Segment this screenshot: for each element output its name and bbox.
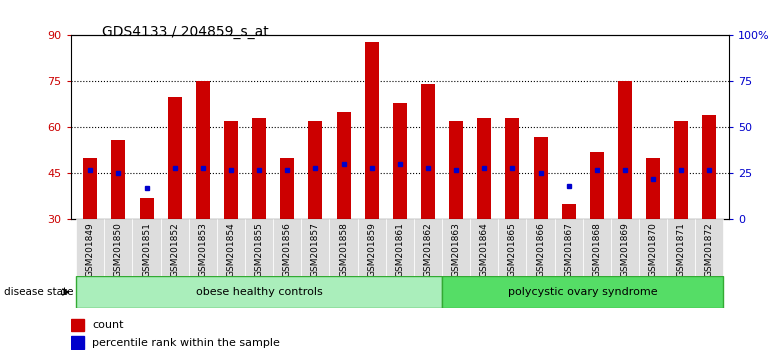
- Text: GSM201861: GSM201861: [395, 222, 405, 277]
- Bar: [477, 118, 492, 219]
- Text: GDS4133 / 204859_s_at: GDS4133 / 204859_s_at: [102, 25, 269, 39]
- Text: GSM201855: GSM201855: [255, 222, 263, 277]
- Bar: [506, 118, 520, 219]
- Text: GSM201854: GSM201854: [227, 222, 235, 277]
- Bar: [527, 219, 554, 276]
- Text: GSM201850: GSM201850: [114, 222, 123, 277]
- Bar: [111, 140, 125, 219]
- Bar: [76, 219, 104, 276]
- Text: GSM201858: GSM201858: [339, 222, 348, 277]
- Bar: [442, 219, 470, 276]
- Bar: [140, 198, 154, 219]
- Bar: [132, 219, 161, 276]
- Bar: [611, 219, 639, 276]
- Bar: [470, 219, 499, 276]
- Bar: [83, 158, 97, 219]
- Bar: [76, 276, 442, 308]
- Text: GSM201867: GSM201867: [564, 222, 573, 277]
- Text: polycystic ovary syndrome: polycystic ovary syndrome: [508, 287, 658, 297]
- Bar: [590, 152, 604, 219]
- Text: GSM201865: GSM201865: [508, 222, 517, 277]
- Bar: [449, 121, 463, 219]
- Text: GSM201859: GSM201859: [367, 222, 376, 277]
- Bar: [667, 219, 695, 276]
- Bar: [308, 121, 322, 219]
- Bar: [71, 319, 85, 331]
- Bar: [280, 158, 294, 219]
- Text: GSM201849: GSM201849: [85, 222, 95, 277]
- Bar: [554, 219, 583, 276]
- Text: disease state: disease state: [4, 287, 74, 297]
- Text: GSM201864: GSM201864: [480, 222, 488, 277]
- Text: GSM201856: GSM201856: [283, 222, 292, 277]
- Bar: [674, 121, 688, 219]
- Bar: [168, 97, 182, 219]
- Text: GSM201872: GSM201872: [705, 222, 714, 277]
- Bar: [393, 103, 407, 219]
- Bar: [196, 81, 210, 219]
- Bar: [583, 219, 611, 276]
- Bar: [273, 219, 301, 276]
- Bar: [358, 219, 386, 276]
- Text: GSM201866: GSM201866: [536, 222, 545, 277]
- Bar: [702, 115, 717, 219]
- Bar: [414, 219, 442, 276]
- Text: GSM201870: GSM201870: [648, 222, 658, 277]
- Text: GSM201852: GSM201852: [170, 222, 180, 277]
- Text: GSM201851: GSM201851: [142, 222, 151, 277]
- Bar: [639, 219, 667, 276]
- Text: GSM201869: GSM201869: [620, 222, 630, 277]
- Bar: [646, 158, 660, 219]
- Bar: [442, 276, 724, 308]
- Text: GSM201863: GSM201863: [452, 222, 461, 277]
- Bar: [534, 137, 547, 219]
- Text: percentile rank within the sample: percentile rank within the sample: [93, 338, 280, 348]
- Bar: [71, 336, 85, 349]
- Bar: [104, 219, 132, 276]
- Text: GSM201862: GSM201862: [423, 222, 433, 277]
- Bar: [561, 204, 575, 219]
- Bar: [386, 219, 414, 276]
- Bar: [245, 219, 273, 276]
- Bar: [189, 219, 217, 276]
- Bar: [618, 81, 632, 219]
- Bar: [365, 41, 379, 219]
- Bar: [301, 219, 329, 276]
- Text: count: count: [93, 320, 124, 330]
- Text: obese healthy controls: obese healthy controls: [196, 287, 322, 297]
- Bar: [217, 219, 245, 276]
- Bar: [161, 219, 189, 276]
- Bar: [224, 121, 238, 219]
- Text: GSM201871: GSM201871: [677, 222, 686, 277]
- Bar: [336, 112, 350, 219]
- Bar: [421, 85, 435, 219]
- Bar: [329, 219, 358, 276]
- Bar: [252, 118, 266, 219]
- Text: GSM201868: GSM201868: [593, 222, 601, 277]
- Text: GSM201857: GSM201857: [311, 222, 320, 277]
- Bar: [499, 219, 527, 276]
- Text: GSM201853: GSM201853: [198, 222, 207, 277]
- Bar: [695, 219, 724, 276]
